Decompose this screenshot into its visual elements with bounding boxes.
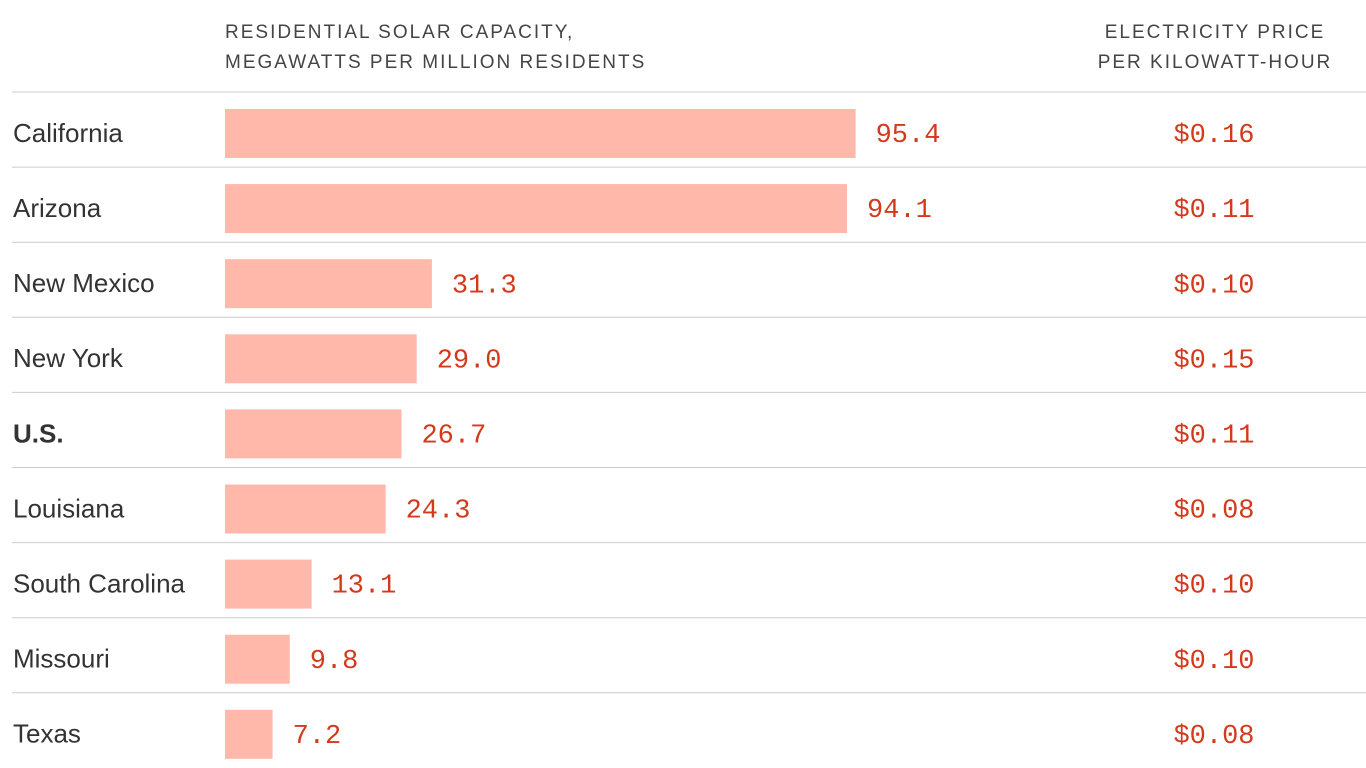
category-label: New York [13, 343, 124, 373]
price-label: $0.11 [1173, 196, 1254, 226]
bar [225, 559, 312, 609]
price-title: ELECTRICITY PRICE [1105, 22, 1326, 43]
category-label: California [13, 118, 123, 148]
bar-value-label: 95.4 [876, 121, 941, 151]
bar-value-label: 94.1 [867, 196, 932, 226]
price-title: PER KILOWATT-HOUR [1098, 52, 1333, 73]
bar [225, 334, 417, 384]
price-label: $0.10 [1173, 647, 1254, 677]
bar-value-label: 9.8 [310, 647, 359, 677]
price-label: $0.15 [1173, 346, 1254, 376]
price-label: $0.08 [1173, 497, 1254, 527]
price-label: $0.10 [1173, 271, 1254, 301]
bar [225, 109, 856, 158]
bar [225, 634, 290, 684]
price-label: $0.11 [1173, 422, 1254, 452]
category-label: Texas [13, 719, 81, 749]
category-label: Arizona [13, 193, 102, 223]
category-label: U.S. [13, 418, 64, 448]
bar [225, 259, 432, 309]
bar [225, 484, 386, 534]
category-label: New Mexico [13, 268, 155, 298]
bar [225, 709, 273, 759]
bar [225, 409, 402, 459]
bar-value-label: 24.3 [406, 497, 471, 527]
category-label: South Carolina [13, 568, 186, 598]
bar [225, 184, 848, 234]
bar-value-label: 31.3 [452, 271, 517, 301]
bar-value-label: 29.0 [437, 346, 502, 376]
bar-value-label: 13.1 [332, 572, 397, 602]
price-label: $0.16 [1173, 121, 1254, 151]
bar-value-label: 7.2 [293, 722, 342, 752]
column-title: RESIDENTIAL SOLAR CAPACITY, [225, 22, 574, 43]
bar-value-label: 26.7 [421, 422, 486, 452]
price-label: $0.10 [1173, 572, 1254, 602]
column-title: MEGAWATTS PER MILLION RESIDENTS [225, 52, 646, 73]
category-label: Missouri [13, 644, 110, 674]
category-label: Louisiana [13, 493, 125, 523]
price-label: $0.08 [1173, 722, 1254, 752]
